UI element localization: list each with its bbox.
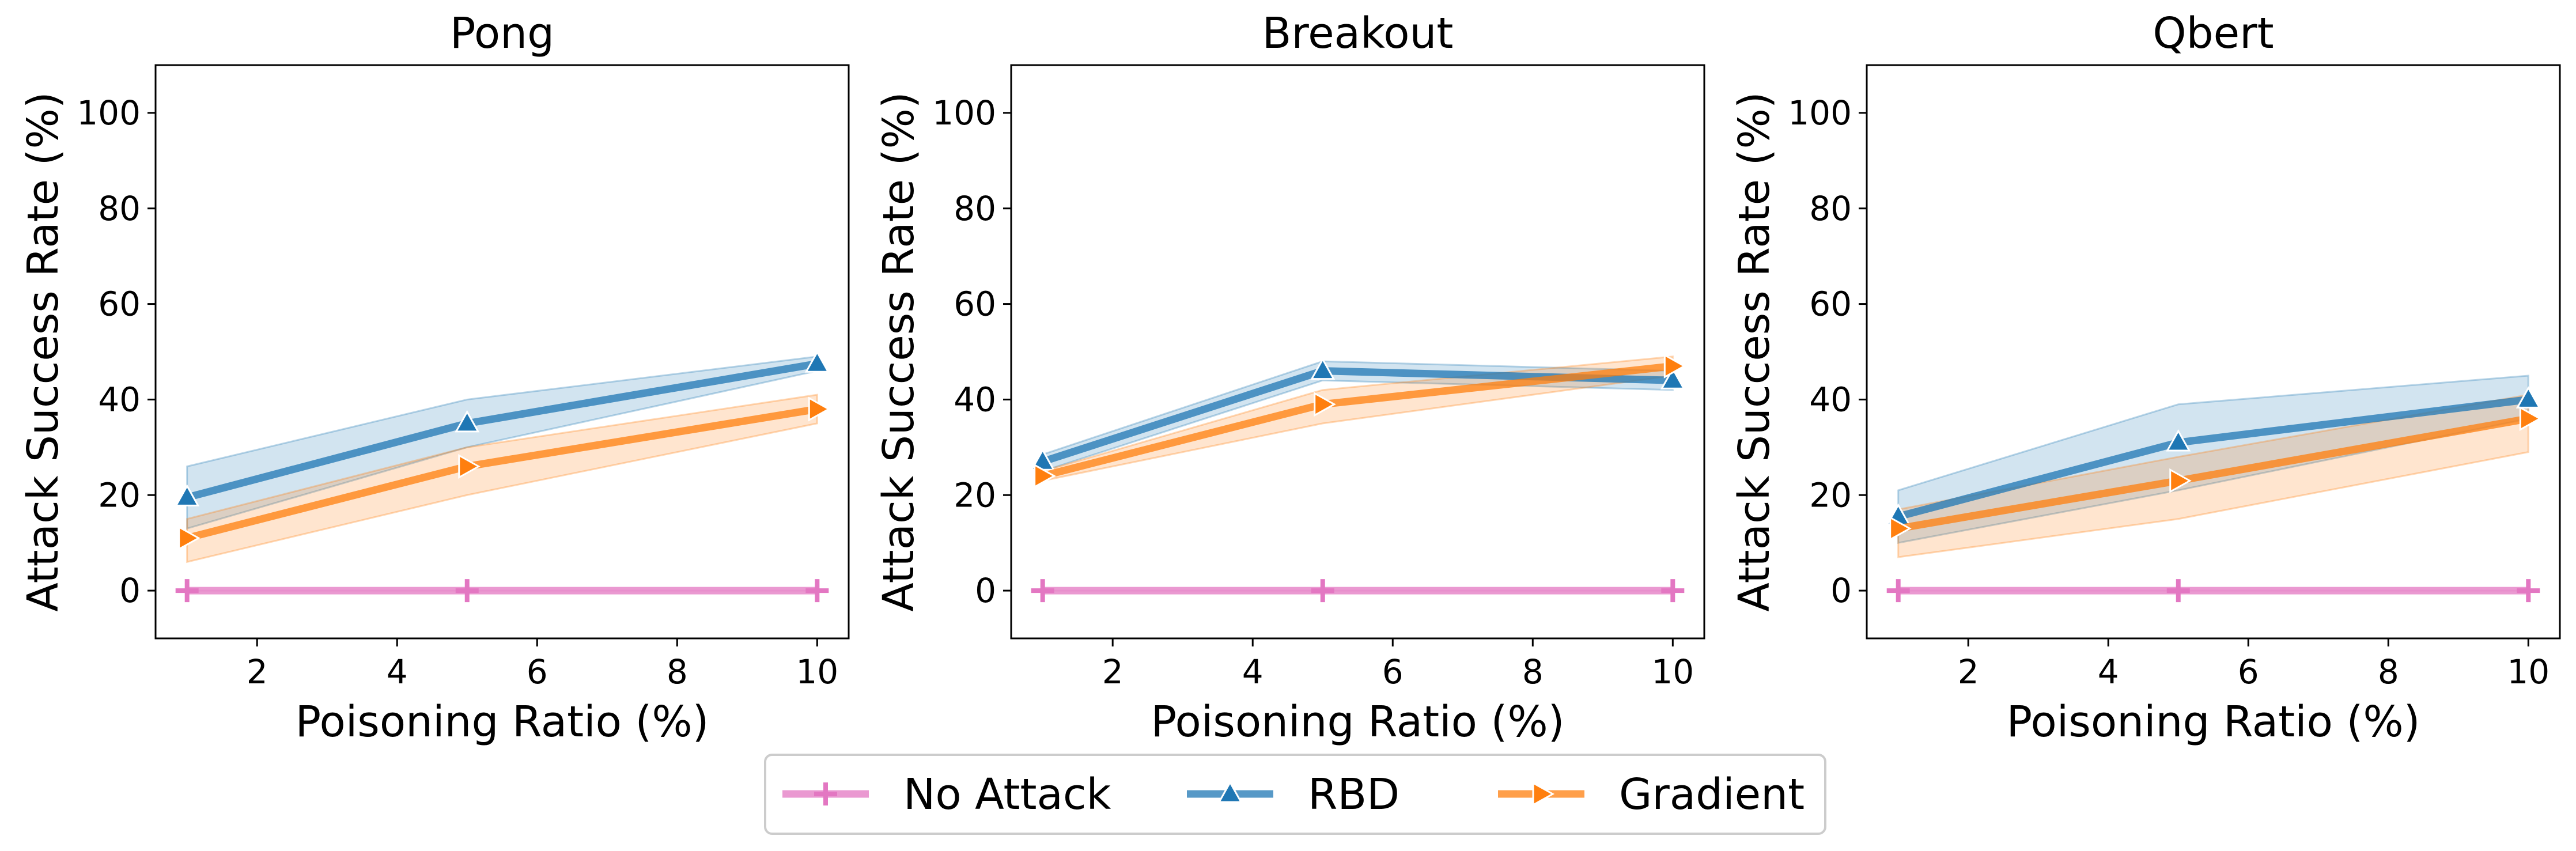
x-tick-label: 2 xyxy=(1102,652,1124,691)
point-no_attack-0 xyxy=(175,579,199,603)
y-tick-label: 40 xyxy=(98,380,141,419)
point-rbd-1 xyxy=(455,410,480,433)
legend: No Attack RBD Gradient xyxy=(764,754,1826,835)
x-tick-label: 6 xyxy=(527,652,548,691)
point-rbd-1 xyxy=(2166,429,2191,452)
legend-label: Gradient xyxy=(1619,770,1805,819)
point-gradient-2 xyxy=(1663,353,1686,379)
y-axis-label: Attack Success Rate (%) xyxy=(1730,92,1779,611)
panel-title: Breakout xyxy=(1262,9,1454,58)
point-no_attack-0 xyxy=(1031,579,1054,603)
point-rbd-1 xyxy=(1310,357,1336,380)
y-tick-label: 20 xyxy=(1809,475,1852,515)
point-gradient-0 xyxy=(178,525,201,551)
y-tick-label: 100 xyxy=(77,93,141,133)
y-tick-label: 20 xyxy=(954,475,996,515)
x-tick-label: 2 xyxy=(1958,652,1979,691)
legend-entry-gradient: Gradient xyxy=(1498,770,1805,819)
point-rbd-2 xyxy=(1660,367,1685,389)
x-tick-label: 6 xyxy=(1382,652,1404,691)
point-no_attack-1 xyxy=(455,579,479,603)
x-axis-label: Poisoning Ratio (%) xyxy=(295,697,709,747)
x-tick-label: 8 xyxy=(2378,652,2399,691)
y-tick-label: 0 xyxy=(119,571,141,610)
axes-frame xyxy=(154,64,850,640)
point-no_attack-0 xyxy=(1886,579,1910,603)
point-no_attack-1 xyxy=(1311,579,1334,603)
legend-marker xyxy=(814,782,837,805)
panel-title: Qbert xyxy=(2153,9,2274,58)
y-tick-label: 60 xyxy=(98,285,141,324)
legend-entry-rbd: RBD xyxy=(1187,770,1399,819)
point-no_attack-2 xyxy=(805,579,829,603)
x-tick-label: 10 xyxy=(1651,652,1694,691)
x-axis-label: Poisoning Ratio (%) xyxy=(2006,697,2420,747)
y-tick-label: 100 xyxy=(932,93,996,133)
legend-box xyxy=(764,754,1826,835)
x-tick-label: 10 xyxy=(2507,652,2549,691)
y-tick-label: 60 xyxy=(1809,285,1852,324)
point-gradient-0 xyxy=(1034,463,1056,489)
y-tick-label: 80 xyxy=(1809,189,1852,228)
point-gradient-0 xyxy=(1889,516,1912,541)
panel-title: Pong xyxy=(450,9,554,58)
y-tick-label: 40 xyxy=(1809,380,1852,419)
legend-marker xyxy=(1217,780,1243,803)
point-rbd-0 xyxy=(175,484,200,506)
x-tick-label: 8 xyxy=(1522,652,1544,691)
y-tick-label: 20 xyxy=(98,475,141,515)
x-tick-label: 4 xyxy=(1242,652,1264,691)
y-tick-label: 80 xyxy=(98,189,141,228)
x-tick-label: 4 xyxy=(387,652,408,691)
axes-frame xyxy=(1010,64,1705,640)
x-axis-label: Poisoning Ratio (%) xyxy=(1151,697,1564,747)
legend-label: No Attack xyxy=(903,770,1111,819)
x-tick-label: 8 xyxy=(667,652,688,691)
y-axis-label: Attack Success Rate (%) xyxy=(874,92,924,611)
point-gradient-1 xyxy=(458,453,481,479)
point-no_attack-2 xyxy=(2517,579,2540,603)
y-tick-label: 80 xyxy=(954,189,996,228)
point-gradient-1 xyxy=(1314,392,1336,417)
point-gradient-2 xyxy=(808,396,831,422)
point-gradient-2 xyxy=(2519,406,2542,432)
y-tick-label: 40 xyxy=(954,380,996,419)
axes-frame xyxy=(1866,64,2561,640)
y-tick-label: 100 xyxy=(1788,93,1852,133)
y-tick-label: 0 xyxy=(1830,571,1852,610)
x-tick-label: 6 xyxy=(2238,652,2259,691)
y-axis-label: Attack Success Rate (%) xyxy=(18,92,68,611)
x-tick-label: 10 xyxy=(796,652,838,691)
y-tick-label: 0 xyxy=(975,571,996,610)
point-no_attack-2 xyxy=(1661,579,1685,603)
point-no_attack-1 xyxy=(2166,579,2190,603)
point-rbd-2 xyxy=(804,350,830,373)
x-tick-label: 4 xyxy=(2098,652,2119,691)
y-tick-label: 60 xyxy=(954,285,996,324)
point-gradient-1 xyxy=(2169,468,2192,493)
legend-marker xyxy=(1532,781,1555,807)
x-tick-label: 2 xyxy=(247,652,268,691)
point-rbd-2 xyxy=(2516,386,2541,409)
legend-label: RBD xyxy=(1308,770,1399,819)
legend-entry-no_attack: No Attack xyxy=(782,770,1111,819)
